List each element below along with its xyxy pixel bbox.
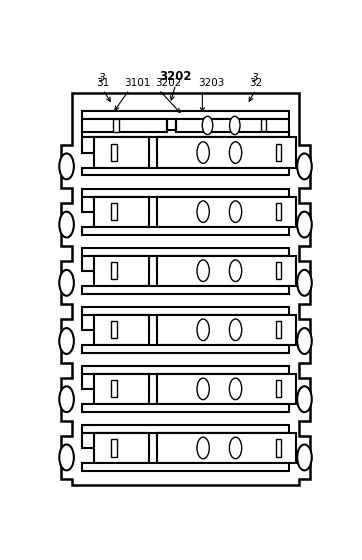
Bar [82,189,289,197]
Bar [82,315,149,330]
Bar [94,433,149,463]
Ellipse shape [197,378,209,400]
Polygon shape [61,93,310,486]
Bar [157,197,289,212]
Bar [111,262,117,279]
Bar [82,374,149,389]
Ellipse shape [230,319,242,340]
Text: 3203: 3203 [198,78,224,88]
Ellipse shape [297,212,312,237]
Ellipse shape [197,437,209,459]
Bar [157,138,289,152]
Bar [157,315,289,330]
Ellipse shape [297,270,312,296]
Bar [157,197,296,227]
Bar [94,138,149,167]
Ellipse shape [230,116,240,134]
Ellipse shape [230,437,242,459]
Ellipse shape [297,328,312,354]
Ellipse shape [230,142,242,164]
Bar [276,144,281,161]
Bar [82,111,289,119]
Bar [111,203,117,220]
Bar [82,425,289,433]
Bar [157,433,296,463]
Ellipse shape [230,378,242,400]
Bar [82,119,167,132]
Ellipse shape [197,260,209,282]
Bar [94,197,149,227]
Ellipse shape [59,328,74,354]
Bar [111,380,117,398]
Ellipse shape [297,153,312,179]
Bar [82,130,289,138]
Bar [82,307,289,315]
Text: 32: 32 [249,78,262,88]
Ellipse shape [197,142,209,164]
Text: 3101: 3101 [124,78,150,88]
Ellipse shape [297,386,312,412]
Bar [276,203,281,220]
Bar [82,227,289,235]
Bar [261,119,266,132]
Ellipse shape [202,116,213,134]
Bar [94,255,149,286]
Ellipse shape [230,260,242,282]
Bar [82,404,289,412]
Ellipse shape [297,445,312,470]
Bar [82,366,289,374]
Bar [94,315,149,345]
Text: 3202: 3202 [159,70,192,83]
Text: 3202: 3202 [155,78,181,88]
Bar [94,374,149,404]
Bar [82,286,289,293]
Bar [111,321,117,338]
Bar [276,262,281,279]
Bar [111,144,117,161]
Bar [82,345,289,353]
Text: 3: 3 [252,73,259,83]
Bar [82,167,289,175]
Bar [157,433,289,448]
Ellipse shape [230,201,242,222]
Bar [82,463,289,471]
Bar [276,321,281,338]
Bar [157,315,296,345]
Ellipse shape [59,445,74,470]
Text: 3: 3 [100,73,106,83]
Bar [176,119,289,132]
Ellipse shape [59,386,74,412]
Ellipse shape [59,212,74,237]
Bar [82,433,149,448]
Bar [82,255,149,270]
Bar [157,374,289,389]
Bar [111,440,117,456]
Bar [113,119,119,132]
Bar [157,255,296,286]
Bar [276,440,281,456]
Bar [157,138,296,167]
Ellipse shape [59,153,74,179]
Bar [157,374,296,404]
Ellipse shape [197,201,209,222]
Bar [157,255,289,270]
Bar [276,380,281,398]
Bar [82,197,149,212]
Ellipse shape [197,319,209,340]
Bar [82,138,149,152]
Bar [82,248,289,255]
Ellipse shape [59,270,74,296]
Text: 31: 31 [96,78,109,88]
